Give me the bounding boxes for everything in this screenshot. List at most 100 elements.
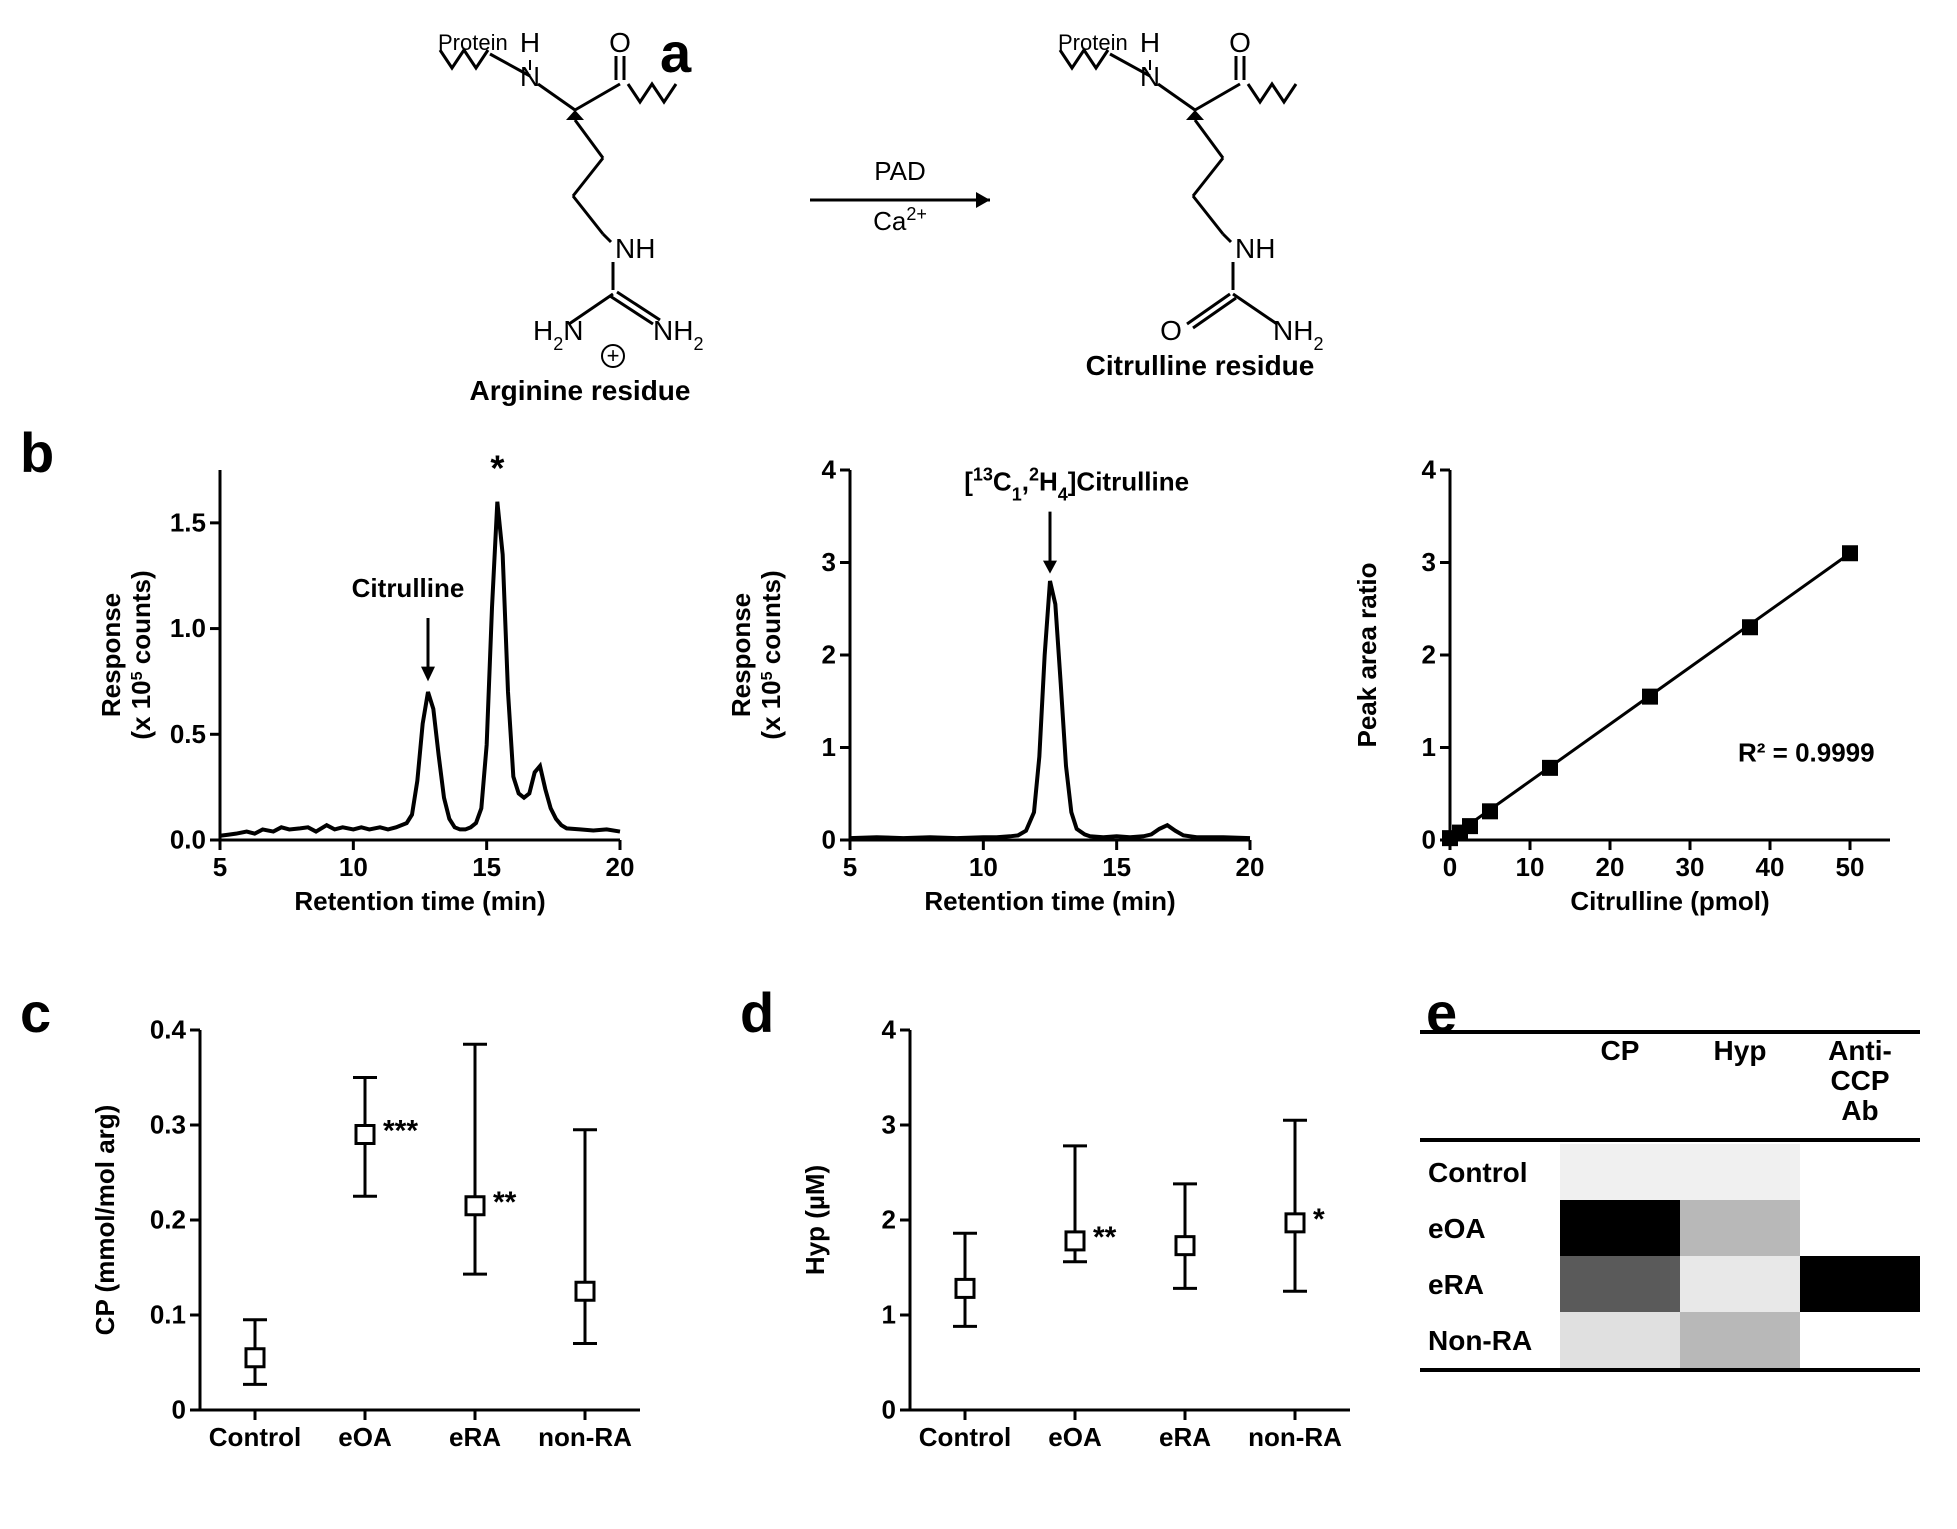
panel-b-chart3: 0102030405001234Citrulline (pmol)Peak ar… xyxy=(1330,440,1920,960)
svg-text:NH: NH xyxy=(615,233,655,264)
svg-text:Citrulline: Citrulline xyxy=(352,573,465,603)
panel-d-chart: 0 1 2 3 4 Hyp (µM) Control eOA ** eRA non-RA * xyxy=(780,1010,1400,1500)
panel-b-chart1: 51015200.00.51.01.5Retention time (min)R… xyxy=(70,440,650,960)
panel-a-reaction: NH O NH H2N NH2 + Arginine residue Protein PAD Ca… xyxy=(390,30,1590,410)
svg-text:15: 15 xyxy=(1102,852,1131,882)
svg-text:2: 2 xyxy=(822,640,836,670)
svg-text:NH: NH xyxy=(1235,233,1275,264)
panel-c-chart: 0 0.1 0.2 0.3 0.4 CP (mmol/mol arg) Control eOA… xyxy=(70,1010,710,1500)
svg-text:NH2: NH2 xyxy=(1273,315,1323,354)
svg-text:Peak area ratio: Peak area ratio xyxy=(1352,562,1382,747)
svg-text:O: O xyxy=(609,30,631,58)
svg-text:(x 105 counts): (x 105 counts) xyxy=(756,570,786,739)
svg-text:10: 10 xyxy=(339,852,368,882)
svg-text:eRA: eRA xyxy=(1159,1422,1211,1452)
svg-text:0.0: 0.0 xyxy=(170,825,206,855)
svg-text:3: 3 xyxy=(822,547,836,577)
svg-text:0.1: 0.1 xyxy=(150,1300,186,1330)
svg-text:10: 10 xyxy=(1516,852,1545,882)
chromatogram-2: 5 10 15 20 0 1 2 3 4 Retention time (min) Response… xyxy=(700,440,1280,960)
svg-text:H: H xyxy=(520,30,540,58)
svg-text:0: 0 xyxy=(822,825,836,855)
svg-text:0.2: 0.2 xyxy=(150,1205,186,1235)
svg-text:O: O xyxy=(1229,30,1251,58)
svg-text:2: 2 xyxy=(1422,640,1436,670)
svg-text:*: * xyxy=(490,448,504,489)
svg-text:4: 4 xyxy=(822,455,837,485)
svg-text:[13C1,2H4]Citrulline: [13C1,2H4]Citrulline xyxy=(964,464,1189,504)
figure-root: a b c d e NHONHH2NNH2+Arginine residuePr… xyxy=(20,20,1937,1509)
svg-text:15: 15 xyxy=(472,852,501,882)
svg-text:Ab: Ab xyxy=(1841,1095,1878,1126)
svg-text:Retention time (min): Retention time (min) xyxy=(924,886,1175,916)
svg-text:Response: Response xyxy=(96,593,126,717)
panel-e-heatmap: CPHypAnti-CCPAbControleOAeRANon-RA xyxy=(1420,1030,1940,1450)
svg-text:10: 10 xyxy=(969,852,998,882)
svg-text:0: 0 xyxy=(882,1395,896,1425)
svg-text:0: 0 xyxy=(172,1395,186,1425)
svg-text:40: 40 xyxy=(1756,852,1785,882)
svg-text:5: 5 xyxy=(213,852,227,882)
svg-text:**: ** xyxy=(493,1186,517,1219)
svg-text:0: 0 xyxy=(1443,852,1457,882)
svg-text:Protein: Protein xyxy=(438,30,508,55)
svg-text:eRA: eRA xyxy=(1428,1269,1484,1300)
svg-text:5: 5 xyxy=(843,852,857,882)
svg-text:0: 0 xyxy=(1422,825,1436,855)
svg-text:Hyp: Hyp xyxy=(1714,1035,1767,1066)
svg-text:20: 20 xyxy=(1236,852,1265,882)
svg-text:1.0: 1.0 xyxy=(170,613,206,643)
svg-text:CP (mmol/mol arg): CP (mmol/mol arg) xyxy=(90,1105,120,1336)
calibration-plot: 0102030405001234Citrulline (pmol)Peak ar… xyxy=(1330,440,1920,960)
svg-text:Arginine residue: Arginine residue xyxy=(470,375,691,406)
hyp-errorbar: 0 1 2 3 4 Hyp (µM) Control eOA ** eRA non-RA * xyxy=(780,1010,1400,1500)
svg-text:3: 3 xyxy=(882,1110,896,1140)
panel-label-c: c xyxy=(20,980,51,1045)
svg-text:O: O xyxy=(1160,315,1182,346)
svg-text:Retention time (min): Retention time (min) xyxy=(294,886,545,916)
svg-text:eRA: eRA xyxy=(449,1422,501,1452)
svg-text:R² = 0.9999: R² = 0.9999 xyxy=(1738,737,1875,767)
svg-text:4: 4 xyxy=(882,1015,897,1045)
svg-text:CP: CP xyxy=(1601,1035,1640,1066)
svg-text:Response: Response xyxy=(726,593,756,717)
svg-text:1.5: 1.5 xyxy=(170,508,206,538)
svg-text:20: 20 xyxy=(1596,852,1625,882)
panel-label-d: d xyxy=(740,980,774,1045)
svg-text:H: H xyxy=(1140,30,1160,58)
svg-text:PAD: PAD xyxy=(874,156,926,186)
svg-text:0.3: 0.3 xyxy=(150,1110,186,1140)
svg-text:2: 2 xyxy=(882,1205,896,1235)
svg-text:Anti-: Anti- xyxy=(1828,1035,1892,1066)
chromatogram-1: 51015200.00.51.01.5Retention time (min)R… xyxy=(70,440,650,960)
svg-text:Citrulline residue: Citrulline residue xyxy=(1086,350,1315,381)
svg-text:CCP: CCP xyxy=(1830,1065,1889,1096)
svg-text:eOA: eOA xyxy=(1048,1422,1102,1452)
svg-text:0.4: 0.4 xyxy=(150,1015,187,1045)
svg-text:+: + xyxy=(607,343,620,368)
svg-text:**: ** xyxy=(1093,1221,1117,1254)
svg-text:eOA: eOA xyxy=(338,1422,392,1452)
svg-text:non-RA: non-RA xyxy=(538,1422,632,1452)
heatmap: CPHypAnti-CCPAbControleOAeRANon-RA xyxy=(1420,1030,1940,1450)
svg-text:Hyp (µM): Hyp (µM) xyxy=(800,1165,830,1275)
svg-text:eOA: eOA xyxy=(1428,1213,1486,1244)
svg-text:Citrulline (pmol): Citrulline (pmol) xyxy=(1570,886,1769,916)
svg-text:***: *** xyxy=(383,1115,418,1148)
svg-text:NH2: NH2 xyxy=(653,315,703,354)
svg-text:H2N: H2N xyxy=(533,315,583,354)
svg-text:*: * xyxy=(1313,1203,1325,1236)
svg-text:Control: Control xyxy=(209,1422,301,1452)
svg-text:30: 30 xyxy=(1676,852,1705,882)
svg-text:Ca2+: Ca2+ xyxy=(873,204,927,236)
svg-text:1: 1 xyxy=(822,732,836,762)
svg-text:(x 105 counts): (x 105 counts) xyxy=(126,570,156,739)
svg-text:Control: Control xyxy=(919,1422,1011,1452)
panel-b-chart2: 5 10 15 20 0 1 2 3 4 Retention time (min) Response… xyxy=(700,440,1280,960)
cp-errorbar: 0 0.1 0.2 0.3 0.4 CP (mmol/mol arg) Control eOA… xyxy=(70,1010,710,1500)
svg-text:0.5: 0.5 xyxy=(170,719,206,749)
svg-text:Non-RA: Non-RA xyxy=(1428,1325,1532,1356)
svg-text:non-RA: non-RA xyxy=(1248,1422,1342,1452)
svg-text:1: 1 xyxy=(882,1300,896,1330)
svg-text:3: 3 xyxy=(1422,547,1436,577)
